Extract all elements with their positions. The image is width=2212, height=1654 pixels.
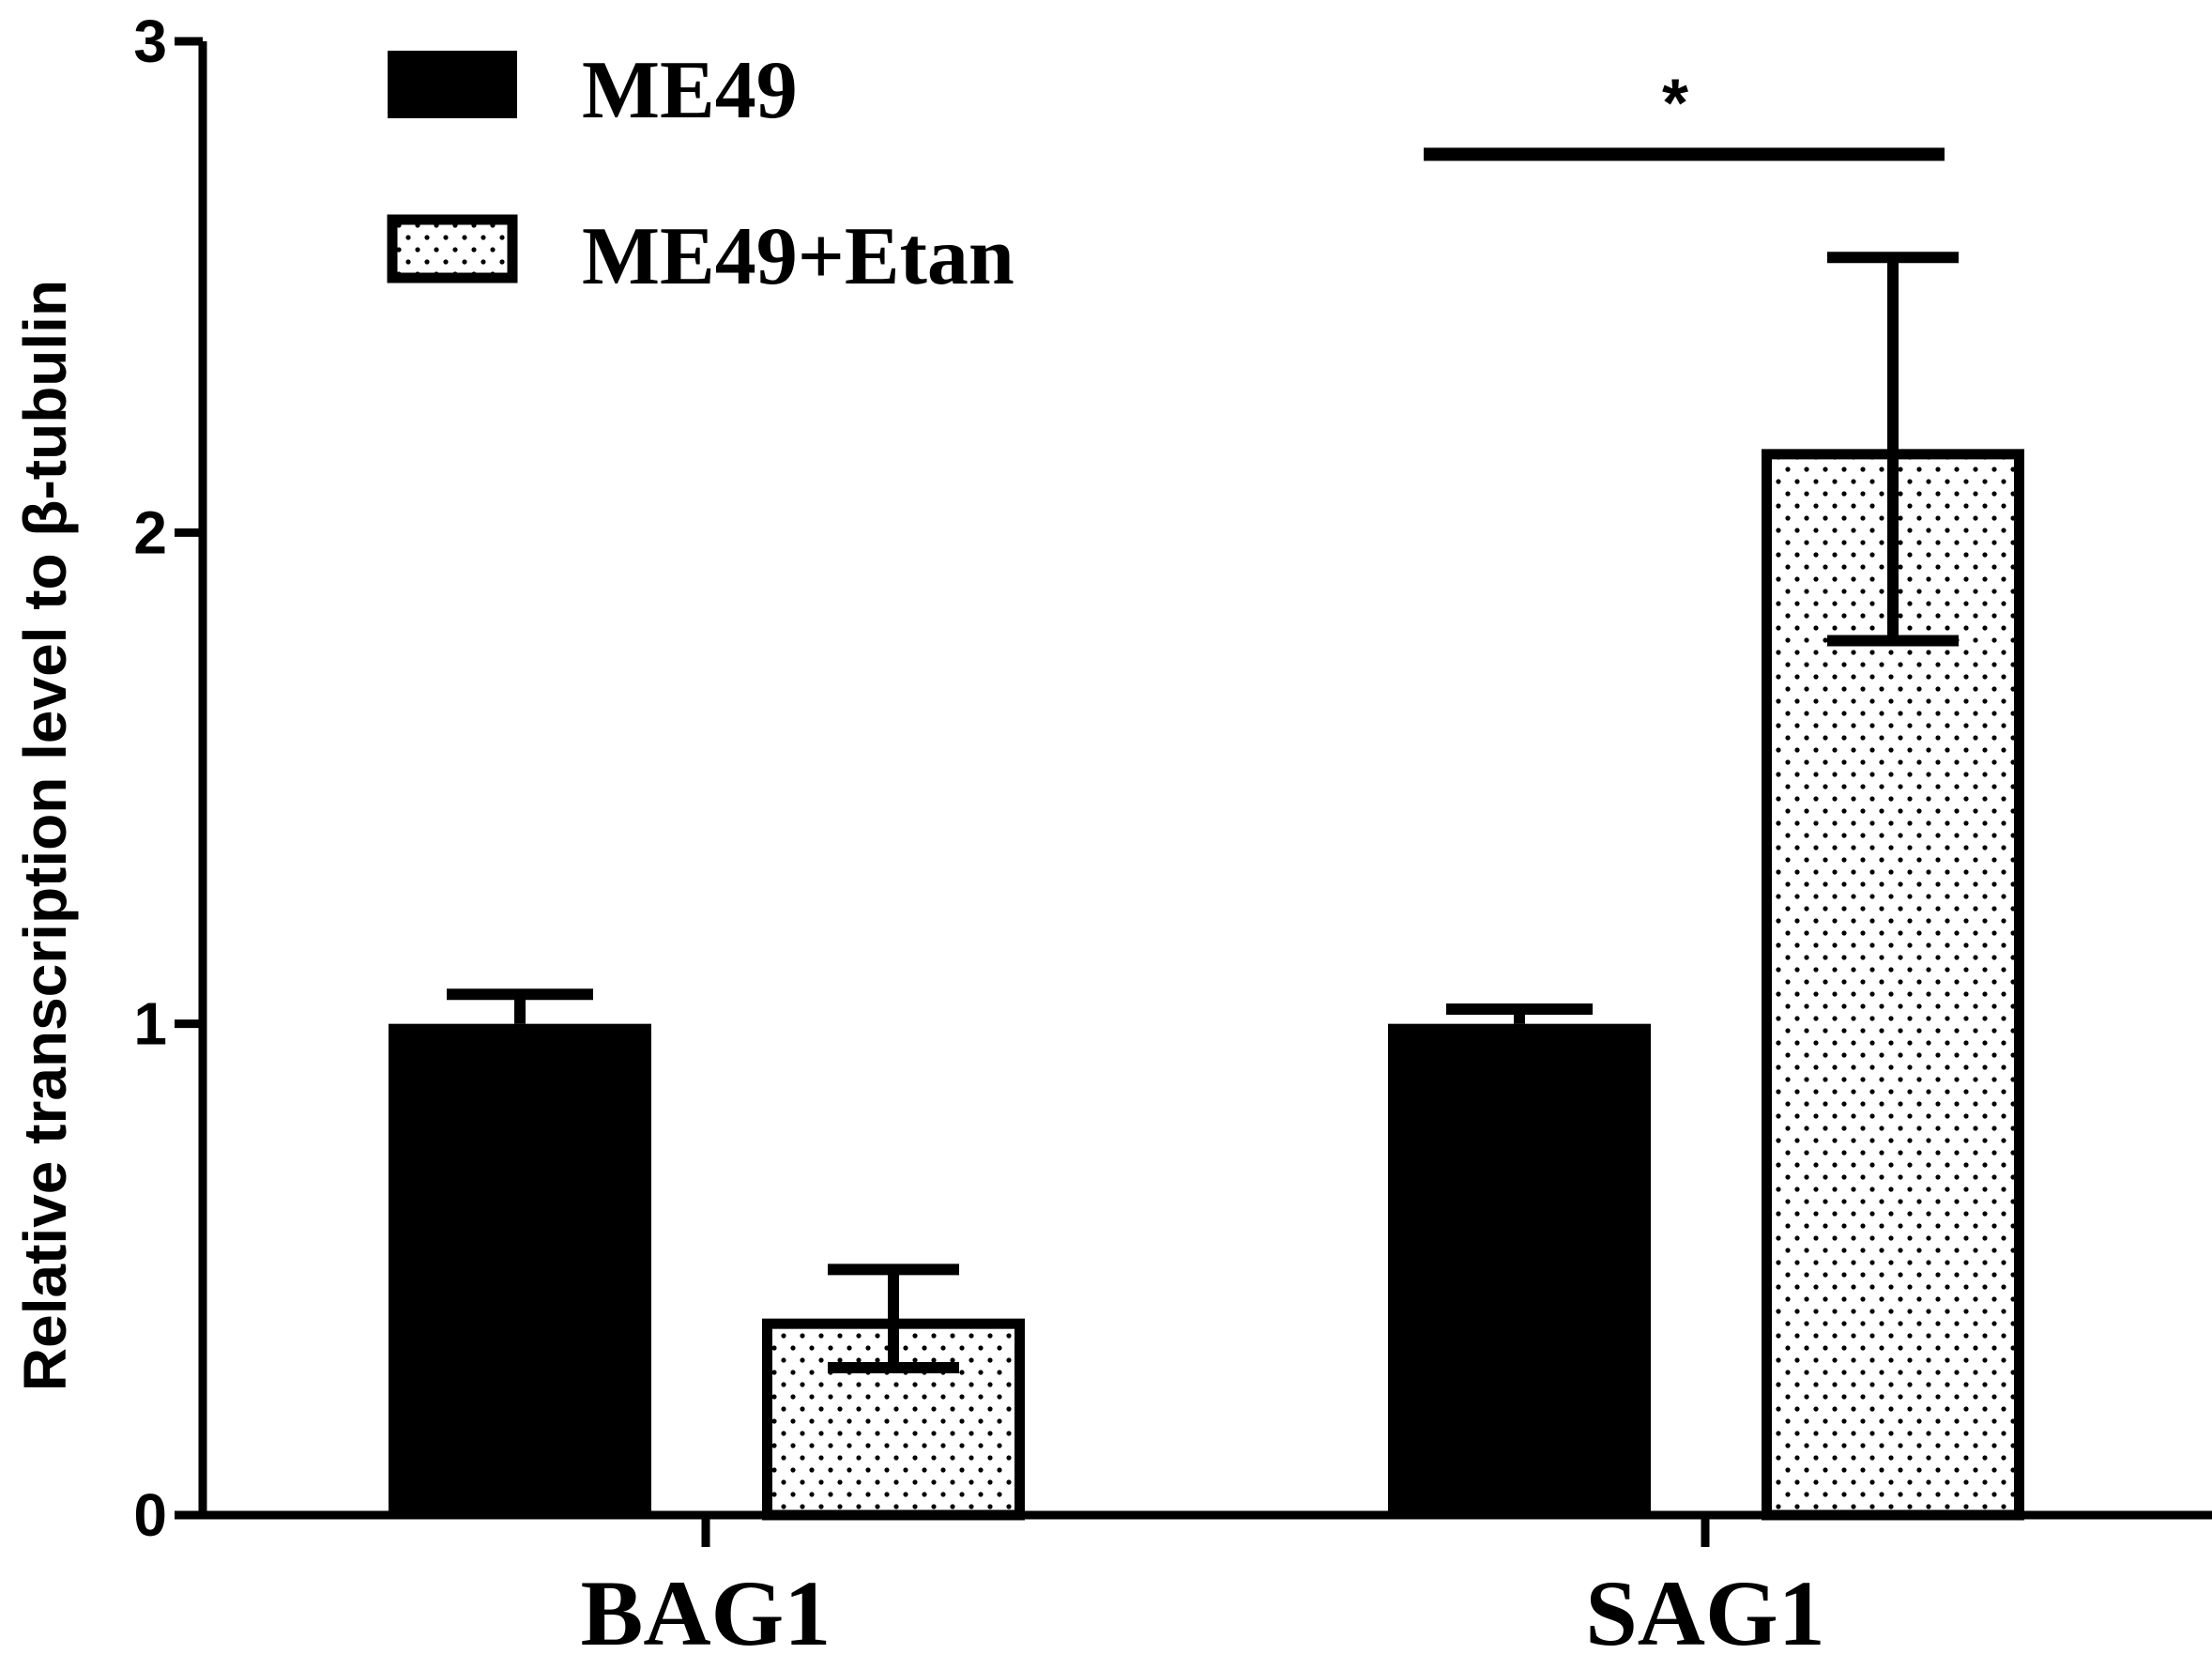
y-axis-title: Relative transcription level to β-tubuli… bbox=[11, 280, 79, 1391]
bars bbox=[389, 449, 2024, 1521]
y-tick-label: 2 bbox=[133, 498, 167, 566]
x-tick-label-bag1: BAG1 bbox=[581, 1561, 831, 1654]
significance-annotations: * bbox=[1424, 66, 1945, 161]
y-ticks: 0 1 2 3 bbox=[133, 8, 203, 1549]
legend: ME49 ME49+Etan bbox=[387, 45, 1014, 302]
bar-me49-sag1 bbox=[1388, 1023, 1651, 1515]
bar-me49-bag1 bbox=[389, 1023, 651, 1515]
y-tick-label: 0 bbox=[133, 1481, 167, 1549]
y-tick-label: 1 bbox=[133, 990, 167, 1058]
legend-label-me49-etan: ME49+Etan bbox=[582, 211, 1014, 302]
significance-asterisk: * bbox=[1662, 66, 1688, 141]
legend-swatch-me49-etan bbox=[387, 214, 518, 283]
y-tick-label: 3 bbox=[133, 8, 167, 75]
legend-label-me49: ME49 bbox=[582, 45, 798, 136]
x-tick-label-sag1: SAG1 bbox=[1585, 1561, 1825, 1654]
error-bars bbox=[447, 252, 1959, 1373]
legend-swatch-me49 bbox=[388, 51, 517, 118]
x-ticks: BAG1 SAG1 bbox=[581, 1515, 1825, 1654]
